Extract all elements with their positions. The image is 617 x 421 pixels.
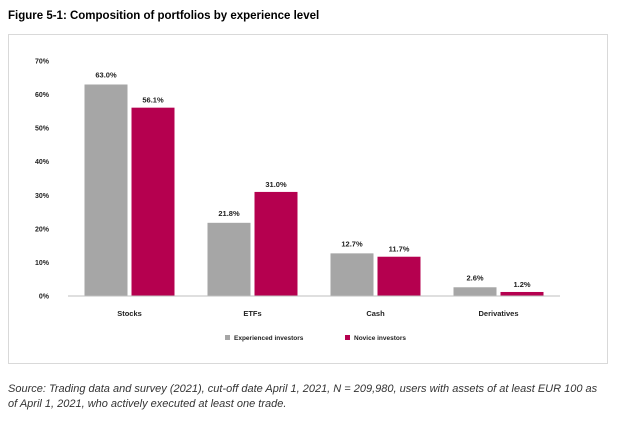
bar-novice — [500, 291, 544, 296]
y-tick-label: 70% — [35, 59, 50, 66]
bar-experienced — [330, 253, 374, 296]
data-label: 2.6% — [466, 273, 483, 282]
y-tick-label: 50% — [35, 126, 50, 133]
chart-frame — [8, 34, 608, 364]
legend-swatch-novice — [345, 335, 350, 340]
data-label: 1.2% — [513, 280, 530, 289]
y-axis: 0% 10% 20% 30% 40% 50% 60% 70% — [35, 59, 50, 301]
x-tick-label: Derivatives — [478, 309, 518, 318]
bar-chart: 0% 10% 20% 30% 40% 50% 60% 70% 63.0% 56.1% 21.8% 3… — [35, 59, 560, 342]
bar-experienced — [453, 287, 497, 296]
bars: 63.0% 56.1% 21.8% 31.0% 12.7% 11.7% 2.6% 1.2% — [84, 71, 544, 297]
figure-title: Figure 5-1: Composition of portfolios by… — [8, 10, 320, 22]
data-label: 31.0% — [265, 180, 287, 189]
bar-novice — [131, 107, 175, 297]
y-tick-label: 60% — [35, 92, 50, 99]
data-label: 21.8% — [218, 209, 240, 218]
bar-novice — [254, 191, 298, 296]
bar-experienced — [207, 222, 251, 296]
legend-swatch-experienced — [225, 335, 230, 340]
legend-label-experienced: Experienced investors — [234, 335, 304, 342]
legend-label-novice: Novice investors — [354, 335, 406, 342]
data-label: 12.7% — [341, 239, 363, 248]
bar-novice — [377, 256, 421, 296]
data-label: 11.7% — [389, 245, 410, 254]
y-tick-label: 10% — [35, 260, 50, 267]
data-label: 56.1% — [142, 96, 164, 105]
legend: Experienced investors Novice investors — [225, 335, 406, 342]
x-tick-label: Stocks — [117, 309, 142, 318]
bar-experienced — [84, 84, 128, 296]
y-tick-label: 20% — [35, 226, 50, 233]
y-tick-label: 0% — [39, 294, 50, 301]
x-axis: Stocks ETFs Cash Derivatives — [68, 295, 560, 318]
x-tick-label: ETFs — [243, 309, 261, 318]
source-note: Source: Trading data and survey (2021), … — [8, 383, 598, 410]
y-tick-label: 40% — [35, 159, 50, 166]
data-label: 63.0% — [95, 71, 117, 80]
x-tick-label: Cash — [366, 309, 385, 318]
y-tick-label: 30% — [35, 193, 50, 200]
